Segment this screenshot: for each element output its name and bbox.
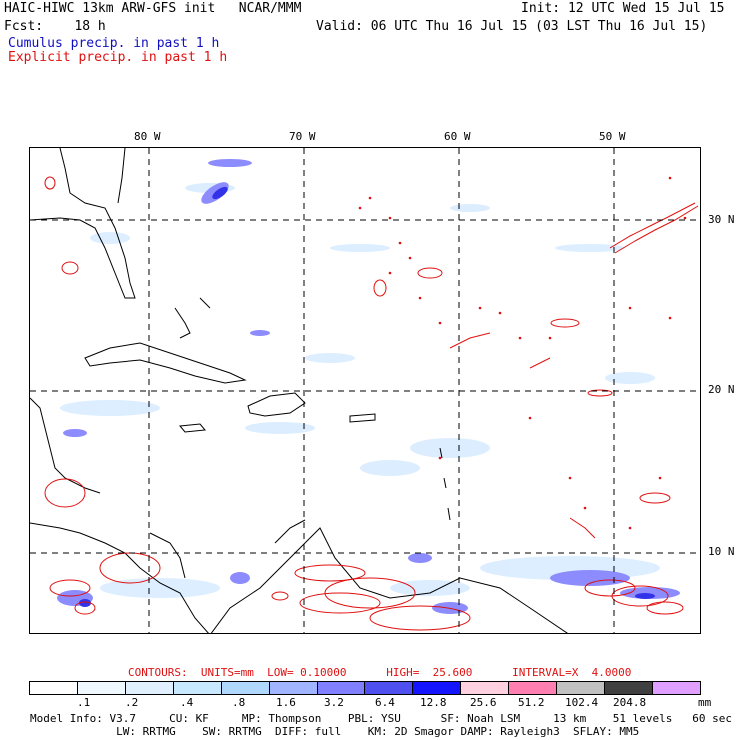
legend-swatch <box>221 682 270 694</box>
lat-label-20n: 20 N <box>708 383 735 396</box>
lon-label-70w: 70 W <box>289 130 316 143</box>
legend-swatch <box>173 682 222 694</box>
legend-swatch <box>557 682 606 694</box>
legend-swatch <box>317 682 366 694</box>
legend-swatch <box>461 682 510 694</box>
init-time: Init: 12 UTC Wed 15 Jul 15 <box>521 1 725 16</box>
lon-label-50w: 50 W <box>599 130 626 143</box>
legend-units: mm <box>698 696 712 709</box>
legend-tick: 3.2 <box>324 696 344 709</box>
legend-tick: .1 <box>77 696 91 709</box>
lat-lon-grid <box>30 148 700 633</box>
coastlines <box>30 148 568 633</box>
valid-time: Valid: 06 UTC Thu 16 Jul 15 (03 LST Thu … <box>316 19 708 34</box>
legend-swatch <box>605 682 653 694</box>
legend-swatch <box>77 682 126 694</box>
model-title: HAIC-HIWC 13km ARW-GFS init NCAR/MMM <box>4 1 302 16</box>
lon-label-80w: 80 W <box>134 130 161 143</box>
contours-info: CONTOURS: UNITS=mm LOW= 0.10000 HIGH= 25… <box>128 666 632 679</box>
legend-swatch <box>125 682 174 694</box>
legend-tick: 6.4 <box>375 696 395 709</box>
lon-label-60w: 60 W <box>444 130 471 143</box>
legend-tick: .2 <box>125 696 139 709</box>
legend-swatch <box>30 682 78 694</box>
legend-tick: 204.8 <box>613 696 647 709</box>
cumulus-field-label: Cumulus precip. in past 1 h <box>8 36 220 51</box>
model-info: Model Info: V3.7 CU: KF MP: Thompson PBL… <box>30 712 732 725</box>
color-legend <box>29 681 701 695</box>
legend-swatch <box>413 682 462 694</box>
legend-tick: 102.4 <box>565 696 599 709</box>
lat-label-10n: 10 N <box>708 545 735 558</box>
legend-tick: 1.6 <box>276 696 296 709</box>
cumulus-precip-medium <box>57 159 680 614</box>
legend-tick: 12.8 <box>420 696 447 709</box>
legend-tick: .4 <box>180 696 194 709</box>
legend-tick: 25.6 <box>470 696 497 709</box>
legend-swatch <box>365 682 414 694</box>
legend-swatch <box>269 682 318 694</box>
map-canvas <box>30 148 700 633</box>
legend-tick: 51.2 <box>518 696 545 709</box>
precip-map <box>29 147 701 634</box>
legend-tick: .8 <box>232 696 246 709</box>
lat-label-30n: 30 N <box>708 213 735 226</box>
explicit-field-label: Explicit precip. in past 1 h <box>8 50 228 65</box>
legend-swatch <box>652 682 700 694</box>
model-physics: LW: RRTMG SW: RRTMG DIFF: full KM: 2D Sm… <box>30 725 640 738</box>
cumulus-precip-heavy <box>79 186 655 607</box>
forecast-hour: Fcst: 18 h <box>4 19 106 34</box>
explicit-precip-dots <box>358 176 687 530</box>
explicit-precip <box>44 176 699 631</box>
legend-swatch <box>509 682 558 694</box>
